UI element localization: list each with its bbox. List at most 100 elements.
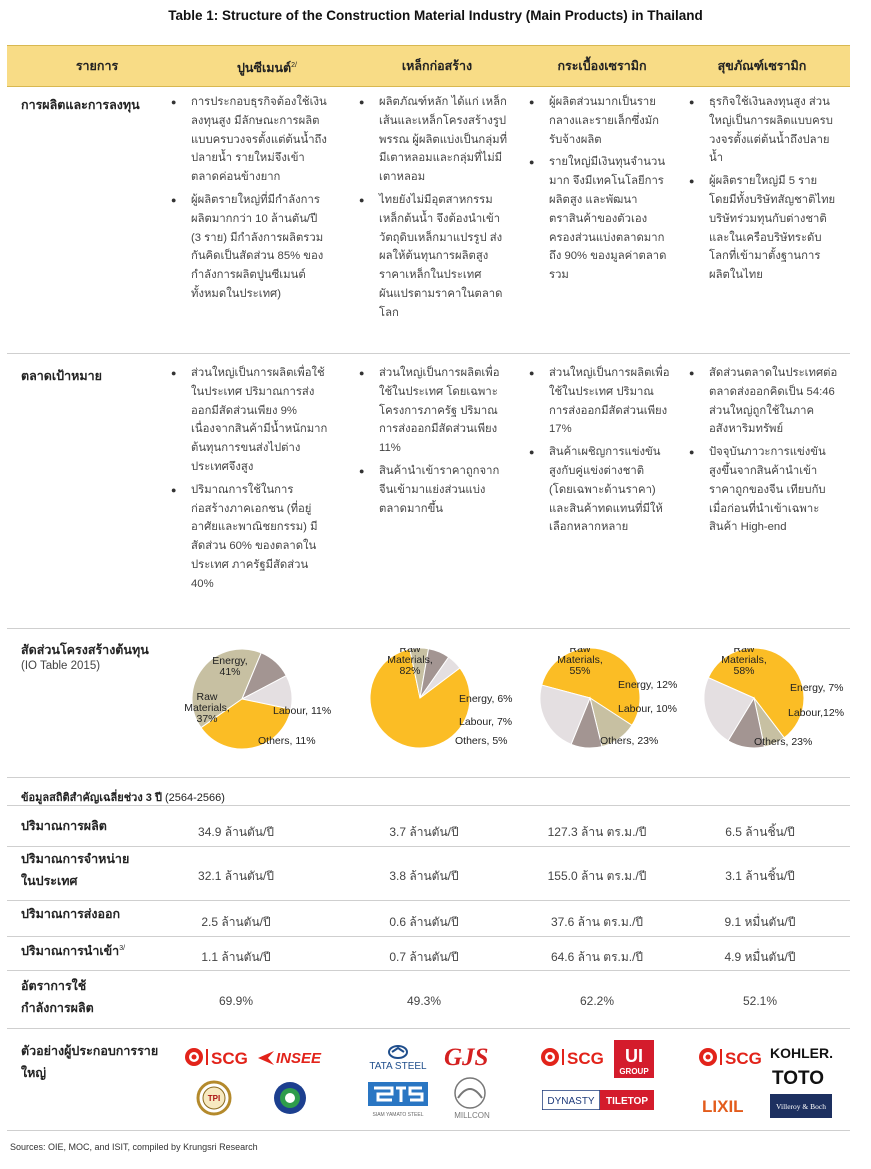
list-item: สัดส่วนตลาดในประเทศต่อตลาดส่งออกคิดเป็น … <box>688 364 838 439</box>
pie-label-labour: Labour, 7% <box>459 716 512 728</box>
stats-cell: 155.0 ล้าน ตร.ม./ปี <box>547 869 647 883</box>
cement-company-seal-logo <box>272 1080 308 1121</box>
pie-label-energy: Energy, 12% <box>618 679 677 691</box>
svg-text:SCG: SCG <box>725 1049 762 1068</box>
pie-label-others: Others, 5% <box>455 735 508 747</box>
scg-logo: SCG <box>698 1046 778 1073</box>
pie-label-labour: Labour,12% <box>788 707 844 719</box>
millcon-logo: MILLCON <box>444 1076 500 1127</box>
table-row: ปริมาณการส่งออก 2.5 ล้านตัน/ปี 0.6 ล้านตัน… <box>7 903 850 936</box>
stats-cell: 32.1 ล้านตัน/ปี <box>198 869 274 883</box>
pie-chart-tile: Raw Materials, 55% Energy, 12% Labour, 10% Ot… <box>539 648 677 749</box>
svg-text:DYNASTY: DYNASTY <box>547 1096 595 1107</box>
table-title: Table 1: Structure of the Construction M… <box>168 8 703 23</box>
list-item: ธุรกิจใช้เงินลงทุนสูง ส่วนใหญ่เป็นการผลิ… <box>688 93 838 168</box>
pie-label-others: Others, 11% <box>258 735 316 747</box>
table-row: ปริมาณการนำเข้า3/1.1 ล้านตัน/ปี 0.7 ล้านต… <box>7 938 850 972</box>
stats-cell: 52.1% <box>742 994 778 1008</box>
svg-text:SIAM YAMATO STEEL: SIAM YAMATO STEEL <box>372 1112 423 1118</box>
list-item: ส่วนใหญ่เป็นการผลิตเพื่อใช้ในประเทศ ปริม… <box>170 364 330 477</box>
pie-slice-energy <box>191 648 262 729</box>
row-label-producers: ตัวอย่างผู้ประกอบการรายใหญ่ <box>21 1044 159 1080</box>
pie-slice-others <box>539 684 591 745</box>
dynasty-tiletop-logo: DYNASTY TILETOP <box>541 1089 654 1115</box>
stats-cell: 37.6 ล้าน ตร.ม./ปี <box>550 914 644 929</box>
stats-cell: 3.8 ล้านตัน/ปี <box>389 869 459 883</box>
pie-slice-raw-materials <box>707 648 805 739</box>
list-item: ผู้ผลิตรายใหญ่มี 5 ราย โดยมีทั้งบริษัทสั… <box>688 172 838 285</box>
list-item: สินค้าเผชิญการแข่งขันสูงกับคู่แข่งต่างชา… <box>528 443 670 537</box>
market-cement: ส่วนใหญ่เป็นการผลิตเพื่อใช้ในประเทศ ปริม… <box>170 364 330 598</box>
row-divider <box>7 900 850 901</box>
row-divider <box>7 628 850 629</box>
insee-logo: INSEE <box>256 1046 328 1073</box>
svg-text:KOHLER.: KOHLER. <box>770 1045 833 1061</box>
pie-label-raw-materials: Raw Materials, 58% <box>721 648 767 677</box>
row-divider <box>7 777 850 778</box>
table-row: ปริมาณการจำหน่าย ในประเทศ 32.1 ล้านตัน/ปี 3… <box>7 848 850 900</box>
production-tile: ผู้ผลิตส่วนมากเป็นรายกลางและรายเล็กซึ่งม… <box>528 93 670 289</box>
svg-text:INSEE: INSEE <box>276 1050 322 1067</box>
list-item: สินค้านำเข้าราคาถูกจากจีนเข้ามาแย่งส่วนแ… <box>358 462 508 518</box>
pie-label-others: Others, 23% <box>600 735 658 747</box>
stats-cell: 9.1 หมื่นตัน/ปี <box>724 914 796 929</box>
pie-chart-steel: Raw Materials, 82% Energy, 6% Labour, 7% Othe… <box>369 648 513 749</box>
pie-slice-raw-materials <box>541 648 641 726</box>
header-cement: ปูนซีเมนต์2/ <box>237 61 297 76</box>
stats-cell: 1.1 ล้านตัน/ปี <box>201 950 271 964</box>
pie-label-raw-materials: Raw Materials, 55% <box>557 648 603 677</box>
row-divider <box>7 805 850 806</box>
kohler-logo: KOHLER. <box>768 1043 834 1068</box>
tpi-logo: TPI <box>196 1080 232 1121</box>
header-sanitary: สุขภัณฑ์เซรามิก <box>717 59 807 73</box>
pie-slice-others <box>419 656 461 699</box>
svg-text:SCG: SCG <box>567 1049 604 1068</box>
production-steel: ผลิตภัณฑ์หลัก ได้แก่ เหล็กเส้นและเหล็กโค… <box>358 93 508 327</box>
stats-cell: 0.6 ล้านตัน/ปี <box>389 914 459 929</box>
table-header: รายการ ปูนซีเมนต์2/ เหล็กก่อสร้าง กระเบื… <box>7 45 850 87</box>
svg-text:TPI: TPI <box>208 1094 220 1103</box>
list-item: รายใหญ่มีเงินทุนจำนวนมาก จึงมีเทคโนโลยีก… <box>528 153 670 285</box>
table-row: ปริมาณการผลิต 34.9 ล้านตัน/ปี 3.7 ล้านตัน/… <box>7 815 850 845</box>
stats-cell: 49.3% <box>406 994 442 1008</box>
pie-slice-others <box>703 677 755 742</box>
market-tile: ส่วนใหญ่เป็นการผลิตเพื่อใช้ในประเทศ ปริม… <box>528 364 670 541</box>
pie-chart-sanitary: Raw Materials, 58% Energy, 7% Labour,12% Othe… <box>703 648 844 749</box>
production-cement: การประกอบธุรกิจต้องใช้เงินลงทุนสูง มีลัก… <box>170 93 330 308</box>
svg-text:TILETOP: TILETOP <box>606 1096 648 1107</box>
ui-group-logo: UI GROUP <box>612 1040 656 1083</box>
stats-row-label: ปริมาณการส่งออก <box>21 907 121 921</box>
list-item: ผู้ผลิตส่วนมากเป็นรายกลางและรายเล็กซึ่งม… <box>528 93 670 149</box>
source-note: Sources: OIE, MOC, and ISIT, compiled by… <box>10 1142 258 1152</box>
stats-cell: 127.3 ล้าน ตร.ม./ปี <box>547 825 647 839</box>
stats-cell: 69.9% <box>218 994 254 1008</box>
gjs-logo: GJS <box>442 1042 502 1075</box>
svg-text:SCG: SCG <box>211 1049 248 1068</box>
stats-row-label: ปริมาณการนำเข้า3/ <box>21 944 126 959</box>
svg-text:GJS: GJS <box>444 1044 488 1070</box>
pie-slice-raw-materials <box>200 698 292 750</box>
market-steel: ส่วนใหญ่เป็นการผลิตเพื่อใช้ในประเทศ โดยเ… <box>358 364 508 522</box>
pie-slice-raw-materials <box>369 648 471 749</box>
pie-label-raw-materials: Raw Materials, 82% <box>387 648 433 677</box>
stats-cell: 34.9 ล้านตัน/ปี <box>198 825 274 839</box>
scg-logo: SCG <box>184 1046 264 1073</box>
row-sublabel-cost: (IO Table 2015) <box>21 660 101 672</box>
row-label-production: การผลิตและการลงทุน <box>21 98 140 112</box>
production-sanitary: ธุรกิจใช้เงินลงทุนสูง ส่วนใหญ่เป็นการผลิ… <box>688 93 838 289</box>
market-sanitary: สัดส่วนตลาดในประเทศต่อตลาดส่งออกคิดเป็น … <box>688 364 838 541</box>
row-divider <box>7 353 850 354</box>
pie-label-labour: Labour, 11% <box>273 705 331 717</box>
stats-cell: 64.6 ล้าน ตร.ม./ปี <box>550 950 644 964</box>
row-label-cost: สัดส่วนโครงสร้างต้นทุน <box>21 643 149 657</box>
lixil-logo: LIXIL <box>700 1094 760 1121</box>
list-item: ปริมาณการใช้ในการก่อสร้างภาคเอกชน (ที่อย… <box>170 481 330 594</box>
stats-cell: 4.9 หมื่นตัน/ปี <box>724 950 796 964</box>
header-item-label: รายการ <box>75 59 119 73</box>
villeroy-boch-logo: Villeroy & Boch <box>770 1094 832 1123</box>
pie-label-energy: Energy, 6% <box>459 693 513 705</box>
row-divider <box>7 1028 850 1029</box>
stats-row-label: ปริมาณการจำหน่าย ในประเทศ <box>21 852 130 888</box>
pie-chart-cement: Energy, 41% Labour, 11% Others, 11% Raw Mater… <box>184 648 331 750</box>
